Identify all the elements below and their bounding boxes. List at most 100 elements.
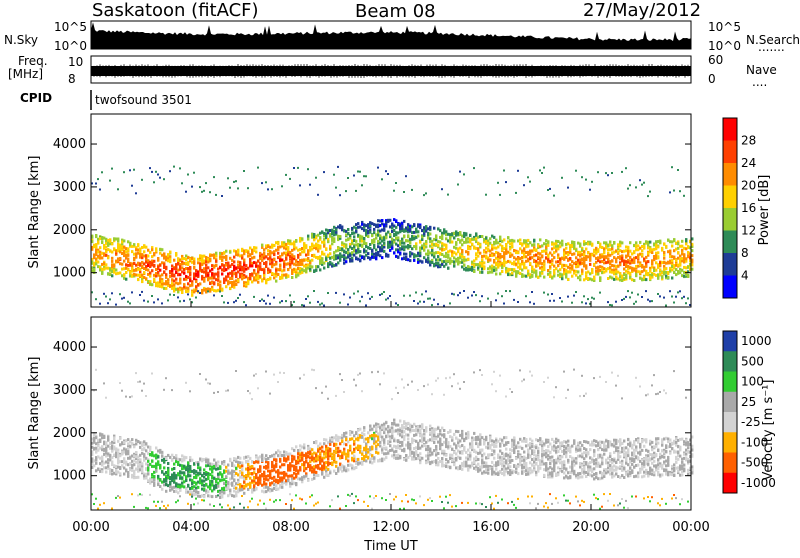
power-cell	[259, 300, 261, 302]
freq-unit: [MHz]	[8, 67, 43, 81]
power-cell	[529, 262, 531, 265]
velocity-cell	[107, 439, 109, 442]
power-cell	[335, 228, 337, 231]
power-cell	[275, 280, 277, 283]
velocity-cell	[293, 508, 295, 510]
power-cell	[205, 182, 207, 184]
power-cell	[137, 278, 139, 281]
power-cell	[243, 259, 245, 262]
power-cell	[607, 257, 609, 260]
power-cell	[597, 171, 599, 173]
velocity-cell	[283, 476, 285, 479]
power-cell	[389, 219, 391, 222]
power-cell	[163, 263, 165, 266]
power-cell	[289, 294, 291, 296]
velocity-cell	[155, 469, 157, 472]
power-cell	[639, 241, 641, 244]
power-cell	[175, 278, 177, 281]
velocity-cell	[259, 466, 261, 469]
velocity-cell	[261, 454, 263, 457]
power-cell	[559, 268, 561, 271]
velocity-cell	[207, 477, 209, 480]
power-cell	[685, 302, 687, 304]
velocity-cell	[241, 495, 243, 497]
power-cell	[543, 268, 545, 271]
power-cell	[129, 302, 131, 304]
power-cell	[111, 242, 113, 245]
velocity-cell	[289, 493, 291, 495]
power-cell	[179, 278, 181, 281]
power-cell	[111, 168, 113, 170]
power-cell	[161, 248, 163, 251]
power-cell	[179, 167, 181, 169]
velocity-cell	[229, 508, 231, 510]
velocity-cell	[93, 503, 95, 505]
power-cell	[123, 239, 125, 242]
velocity-cell	[165, 507, 167, 509]
power-cell	[527, 245, 529, 248]
power-cell	[123, 260, 125, 263]
velocity-cell	[139, 381, 141, 383]
power-cell	[111, 292, 113, 294]
freq-label: Freq.	[18, 54, 48, 68]
velocity-cell	[95, 459, 97, 462]
power-cell	[131, 291, 133, 293]
power-cell	[671, 277, 673, 280]
velocity-cell	[107, 436, 109, 439]
velocity-cell	[113, 439, 115, 442]
velocity-cell	[193, 503, 195, 505]
power-cell	[157, 298, 159, 300]
colorbar-swatch	[723, 231, 737, 254]
power-cell	[445, 245, 447, 248]
velocity-cell	[241, 462, 243, 465]
velocity-cell	[139, 458, 141, 461]
velocity-cell	[141, 470, 143, 473]
velocity-cell	[141, 462, 143, 465]
velocity-cell	[177, 500, 179, 502]
power-cell	[199, 292, 201, 294]
power-cell	[177, 296, 179, 298]
power-cell	[479, 300, 481, 302]
power-cell	[101, 241, 103, 244]
power-cell	[463, 173, 465, 175]
power-cell	[243, 301, 245, 303]
power-cell	[647, 195, 649, 197]
velocity-cell	[185, 382, 187, 384]
power-cell	[463, 290, 465, 292]
power-cell	[135, 192, 137, 194]
power-cell	[547, 189, 549, 191]
power-cell	[437, 244, 439, 247]
velocity-cell	[253, 375, 255, 377]
power-cell	[289, 266, 291, 269]
velocity-cell	[259, 500, 261, 502]
velocity-cell	[269, 499, 271, 501]
velocity-cell	[185, 479, 187, 482]
velocity-cell	[299, 449, 301, 452]
velocity-cell	[213, 459, 215, 462]
power-cell	[235, 300, 237, 302]
velocity-cell	[137, 494, 139, 496]
power-cell	[187, 293, 189, 295]
velocity-cell	[247, 506, 249, 508]
power-cell	[173, 294, 175, 296]
power-cell	[547, 244, 549, 247]
y-tick-label: 4000	[53, 137, 86, 152]
power-cell	[429, 227, 431, 230]
power-cell	[581, 176, 583, 178]
power-cell	[175, 252, 177, 255]
power-cell	[685, 238, 687, 241]
velocity-cell	[159, 507, 161, 509]
power-cell	[621, 299, 623, 301]
velocity-cell	[273, 476, 275, 479]
power-cell	[265, 303, 267, 305]
colorbar-tick-label: 24	[741, 156, 756, 170]
power-cell	[321, 258, 323, 261]
velocity-cell	[175, 501, 177, 503]
power-cell	[263, 300, 265, 302]
nave-tick-low: 0	[708, 72, 716, 86]
power-cell	[657, 251, 659, 254]
power-cell	[151, 283, 153, 286]
power-cell	[385, 170, 387, 172]
power-cell	[473, 291, 475, 293]
power-cell	[627, 247, 629, 250]
